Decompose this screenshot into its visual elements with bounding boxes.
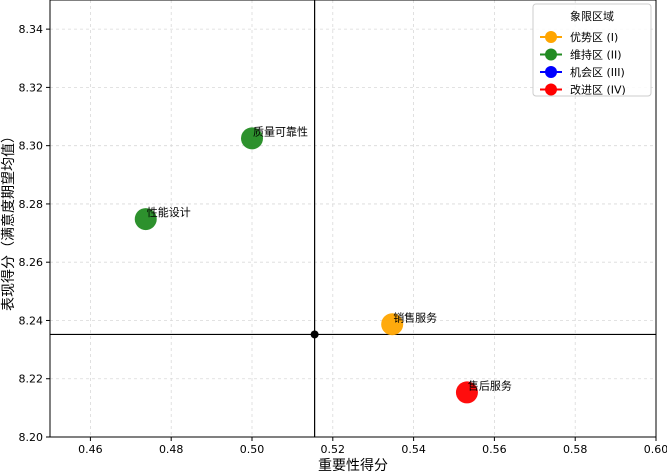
x-tick-label: 0.52 [321, 443, 346, 456]
x-tick-label: 0.58 [563, 443, 588, 456]
y-tick-label: 8.22 [19, 373, 44, 386]
plot-area [49, 0, 657, 438]
x-tick-label: 0.50 [240, 443, 265, 456]
y-tick-label: 8.30 [19, 140, 44, 153]
y-tick-label: 8.24 [19, 314, 44, 327]
legend-marker [545, 83, 557, 96]
legend-marker [545, 48, 557, 61]
data-point [134, 208, 157, 231]
x-axis-ticks: 0.46 0.48 0.50 0.52 0.54 0.56 0.58 0.60 [78, 437, 667, 456]
crosshair-center-dot [310, 330, 319, 339]
legend-title: 象限区域 [570, 10, 614, 23]
data-point-label: 售后服务 [468, 378, 512, 392]
legend-label: 机会区 (III) [570, 65, 625, 79]
y-tick-label: 8.26 [19, 256, 44, 269]
x-tick-label: 0.60 [644, 443, 667, 456]
legend-marker [545, 66, 557, 78]
y-tick-label: 8.20 [19, 431, 44, 444]
y-tick-label: 8.34 [19, 23, 44, 36]
data-point [455, 381, 478, 404]
x-tick-label: 0.46 [78, 443, 103, 456]
data-point-label: 销售服务 [393, 310, 437, 324]
x-axis-title: 重要性得分 [318, 457, 388, 474]
y-tick-label: 8.28 [19, 198, 44, 211]
x-tick-label: 0.48 [159, 443, 184, 456]
data-point-label: 质量可靠性 [253, 124, 308, 138]
x-tick-label: 0.54 [401, 443, 426, 456]
crosshair [50, 0, 656, 437]
data-point [381, 313, 404, 336]
x-tick-label: 0.56 [482, 443, 507, 456]
legend-label: 改进区 (IV) [570, 83, 626, 97]
y-axis-title: 表现得分（满意度期望均值） [0, 129, 17, 311]
data-point [241, 127, 263, 150]
y-axis-ticks: 8.20 8.22 8.24 8.26 8.28 8.30 8.32 8.34 [19, 23, 50, 444]
legend: 象限区域 优势区 (I) 维持区 (II) 机会区 (III) 改进区 (IV) [532, 3, 652, 97]
data-point-label: 性能设计 [147, 205, 191, 219]
legend-marker [545, 31, 557, 43]
legend-label: 优势区 (I) [570, 31, 618, 44]
y-tick-label: 8.32 [19, 81, 44, 94]
legend-label: 维持区 (II) [570, 48, 622, 62]
legend-box [532, 3, 652, 97]
